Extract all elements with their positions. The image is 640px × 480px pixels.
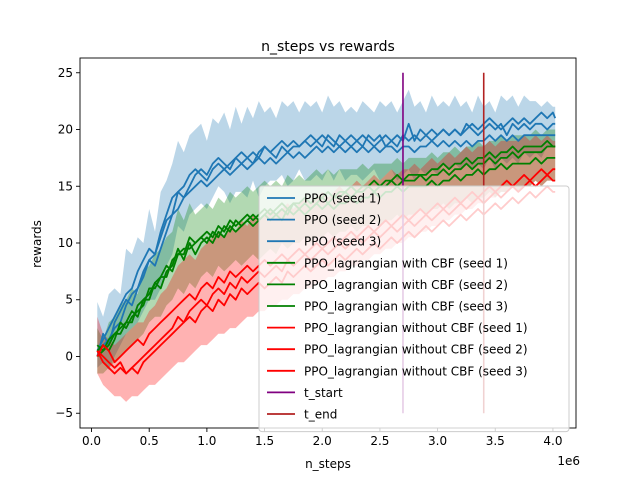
axes: 0.0 0.5 1.0 1.5 2.0 2.5 3.0 3.5 4.0 −5 0 5 10 15 20 25 [55, 57, 577, 448]
legend-label: t_end [304, 408, 337, 422]
x-axis-offset: 1e6 [557, 454, 580, 468]
y-tick-label: 5 [65, 293, 73, 307]
legend-box [258, 185, 570, 433]
legend: PPO (seed 1) PPO (seed 2) PPO (seed 3) PPO_… [258, 185, 570, 433]
x-tick-label: 0.0 [82, 434, 101, 448]
series-line-1-1 [96, 134, 556, 352]
y-axis-label: rewards [30, 220, 44, 268]
chart-title: n_steps vs rewards [261, 39, 395, 55]
legend-label: PPO (seed 3) [304, 235, 381, 249]
x-tick-label: 3.5 [486, 434, 505, 448]
legend-label: PPO_lagrangian without CBF (seed 2) [304, 343, 528, 357]
legend-label: PPO_lagrangian without CBF (seed 1) [304, 321, 528, 335]
x-tick-label: 4.0 [543, 434, 562, 448]
y-tick-label: −5 [55, 406, 73, 420]
x-tick-label: 1.0 [197, 434, 216, 448]
x-tick-label: 3.0 [428, 434, 447, 448]
legend-label: PPO_lagrangian with CBF (seed 1) [304, 256, 508, 270]
y-tick-label: 20 [58, 123, 73, 137]
legend-label: t_start [304, 386, 343, 400]
y-tick-label: 0 [65, 349, 73, 363]
series-line-1-2 [96, 122, 556, 352]
legend-label: PPO_lagrangian with CBF (seed 3) [304, 300, 508, 314]
x-tick-label: 0.5 [140, 434, 159, 448]
x-tick-label: 2.5 [370, 434, 389, 448]
confidence-band-1 [97, 89, 556, 371]
legend-label: PPO_lagrangian with CBF (seed 2) [304, 278, 508, 292]
legend-label: PPO (seed 1) [304, 192, 381, 206]
series-line-1-3 [96, 111, 557, 357]
x-tick-label: 1.5 [255, 434, 274, 448]
y-tick-label: 15 [58, 179, 73, 193]
legend-label: PPO (seed 2) [304, 213, 381, 227]
y-tick-label: 25 [58, 66, 73, 80]
x-tick-label: 2.0 [313, 434, 332, 448]
y-tick-label: 10 [58, 236, 73, 250]
x-axis-label: n_steps [305, 457, 351, 471]
legend-label: PPO_lagrangian without CBF (seed 3) [304, 364, 528, 378]
